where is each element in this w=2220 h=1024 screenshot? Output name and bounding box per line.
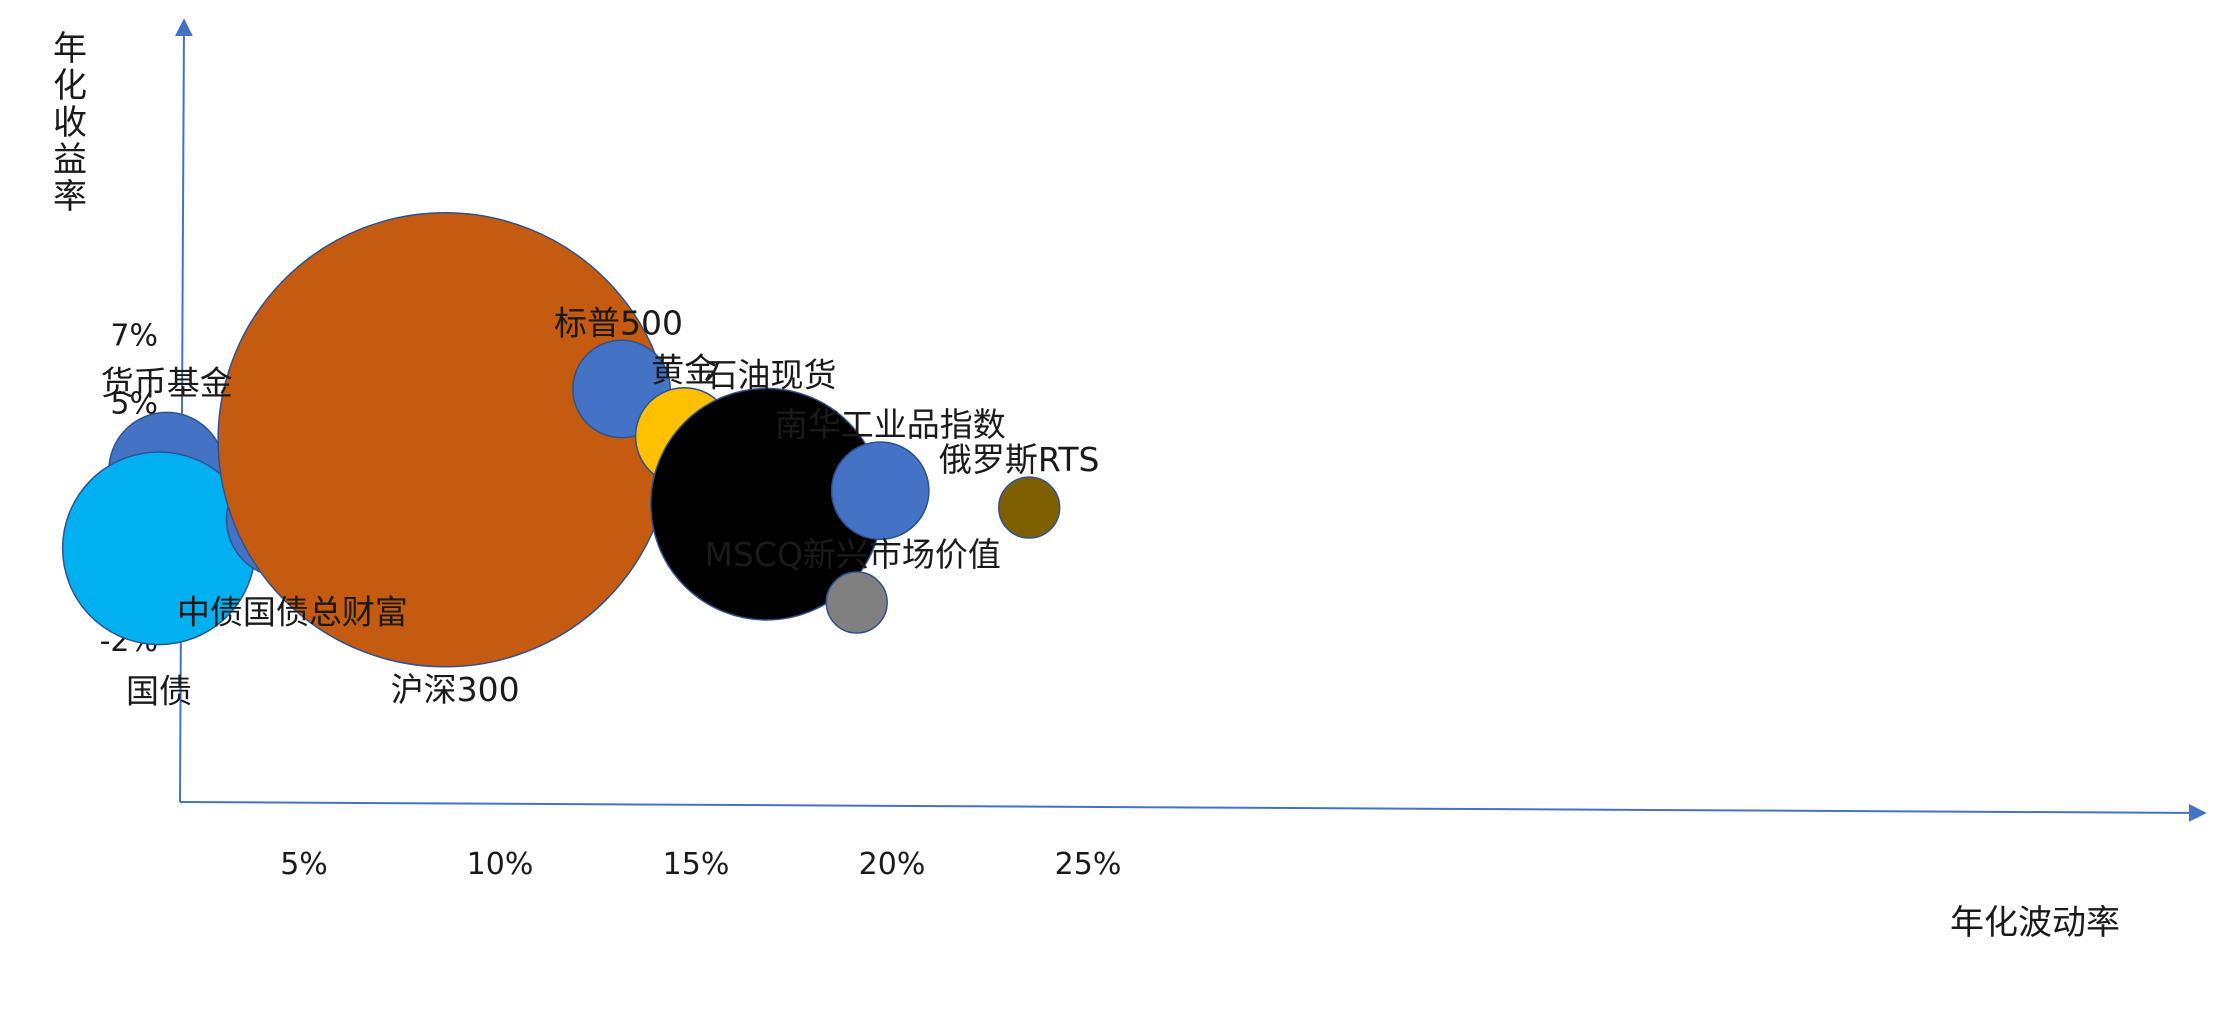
bubble-label: 沪深300: [391, 670, 520, 709]
bubbles: [61, 212, 1061, 668]
bubble-label: 南华工业品指数: [775, 405, 1006, 444]
bubble-label: 黄金: [651, 351, 717, 390]
x-axis-line: [179, 801, 2207, 822]
bubble-label: 石油现货: [705, 355, 837, 394]
x-tick-label: 20%: [859, 847, 926, 882]
y-axis-line: [174, 18, 193, 803]
bubble-point: [825, 571, 888, 634]
bubble-point: [830, 441, 930, 541]
axes: [174, 18, 2207, 822]
bubble-point: [997, 476, 1061, 539]
bubble-label: 国债: [126, 672, 192, 711]
x-tick-label: 5%: [280, 847, 328, 882]
y-axis-title: 年化收益率: [53, 29, 87, 217]
bubble-label: MSCQ新兴市场价值: [705, 535, 1001, 574]
x-tick-label: 25%: [1055, 847, 1122, 882]
bubble-label: 货币基金: [101, 363, 233, 402]
x-tick-label: 15%: [663, 847, 730, 882]
bubble-label: 标普500: [554, 303, 683, 342]
x-axis-title: 年化波动率: [1950, 903, 2120, 943]
y-tick-label: 7%: [110, 319, 158, 354]
x-tick-label: 10%: [467, 847, 534, 882]
bubble-label: 俄罗斯RTS: [939, 440, 1100, 479]
bubble-label: 中债国债总财富: [177, 592, 408, 631]
